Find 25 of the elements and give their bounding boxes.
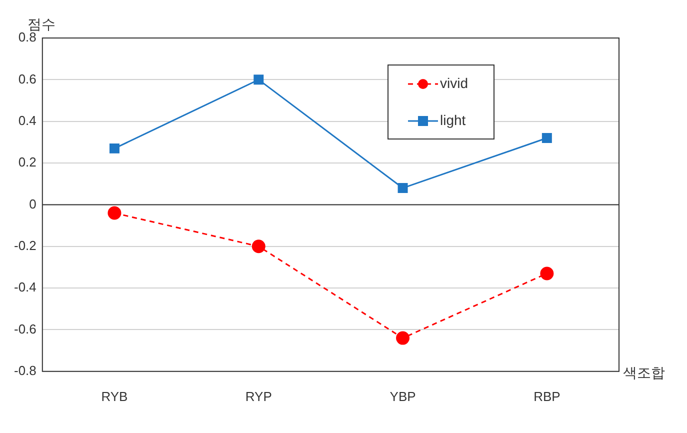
x-tick-label: RYB bbox=[101, 388, 128, 404]
x-axis-title: 색조합 bbox=[623, 364, 665, 380]
y-axis-title: 점수 bbox=[27, 16, 56, 32]
y-tick-label: -0.4 bbox=[14, 280, 36, 295]
x-tick-label: RYP bbox=[245, 388, 272, 404]
point bbox=[108, 206, 122, 220]
point bbox=[254, 74, 264, 85]
point bbox=[398, 183, 408, 194]
point bbox=[396, 331, 410, 345]
y-tick-label: 0.2 bbox=[18, 154, 36, 170]
y-tick-label: 0.8 bbox=[18, 30, 36, 45]
point bbox=[252, 240, 266, 254]
y-tick-label: -0.6 bbox=[14, 321, 36, 336]
y-tick-label: -0.2 bbox=[14, 238, 36, 253]
y-tick-label: -0.8 bbox=[14, 362, 36, 378]
legend-label: light bbox=[440, 112, 466, 128]
point bbox=[540, 266, 554, 280]
x-tick-label: YBP bbox=[390, 388, 416, 404]
x-tick-label: RBP bbox=[534, 388, 560, 404]
point bbox=[542, 133, 552, 144]
y-tick-label: 0.4 bbox=[18, 112, 36, 128]
y-tick-label: 0.6 bbox=[18, 71, 36, 86]
point bbox=[109, 143, 120, 154]
legend-label: vivid bbox=[440, 74, 468, 91]
y-tick-label: 0 bbox=[29, 196, 36, 212]
